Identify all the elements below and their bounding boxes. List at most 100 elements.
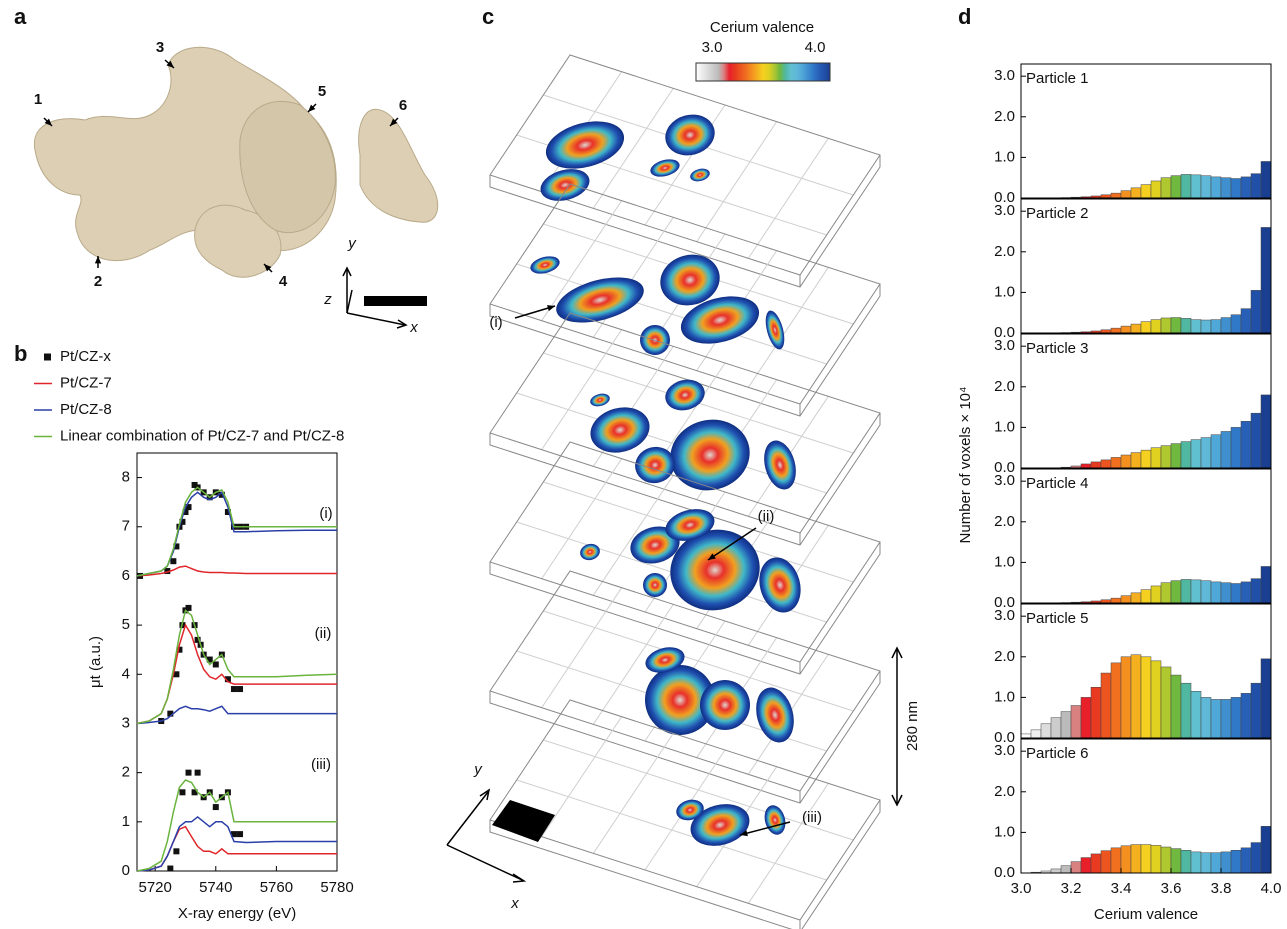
colorbar-tick-label: 3.0 (702, 39, 723, 56)
bar (1210, 699, 1222, 739)
callout-arrow-head (264, 264, 272, 272)
bar (1240, 581, 1252, 604)
bar (1200, 697, 1212, 739)
y-tick-label: 2.0 (994, 243, 1015, 260)
data-point (218, 491, 225, 498)
callout-label: (ii) (758, 508, 775, 525)
callout-arrow-head (166, 60, 174, 68)
data-point (173, 848, 180, 855)
plot-frame (1020, 333, 1272, 469)
data-point (173, 543, 180, 550)
bar (1140, 321, 1152, 334)
valence-map (676, 799, 704, 821)
data-point (224, 676, 231, 683)
bar (1220, 699, 1232, 739)
bar (1160, 846, 1172, 874)
y-tick-label: 3.0 (994, 337, 1015, 354)
bar (1180, 441, 1192, 469)
x-tick-label: 4.0 (1261, 880, 1282, 897)
y-tick-label: 2.0 (994, 648, 1015, 665)
bar (1190, 174, 1202, 199)
bar (1100, 672, 1112, 739)
bar (1170, 317, 1182, 334)
y-tick-label: 4 (122, 665, 130, 682)
bar (1060, 865, 1072, 874)
y-tick-label: 0.0 (994, 594, 1015, 611)
plot-frame (1020, 468, 1272, 604)
bar (1110, 192, 1122, 199)
y-tick-label: 1.0 (994, 553, 1015, 570)
bar (1130, 323, 1142, 334)
legend-label: Pt/CZ-x (60, 348, 111, 365)
slab-grid (516, 263, 827, 365)
callout-arrow-head (44, 118, 52, 126)
bar (1210, 434, 1222, 469)
slab-grid (516, 779, 827, 881)
bar (1180, 174, 1192, 199)
colorbar-title: Cerium valence (710, 19, 814, 36)
x-axis-label: X-ray energy (eV) (178, 905, 296, 922)
bar (1260, 161, 1272, 199)
bar (1190, 439, 1202, 469)
y-tick-label: 2.0 (994, 783, 1015, 800)
bar (1020, 733, 1032, 739)
bar (1110, 327, 1122, 334)
bar (1240, 847, 1252, 874)
bar (1180, 682, 1192, 739)
particle-label: 6 (399, 97, 407, 114)
y-tick-label: 0.0 (994, 324, 1015, 341)
data-point (194, 769, 201, 776)
y-tick-label: 2 (122, 764, 130, 781)
bar (1170, 443, 1182, 469)
slab-grid (747, 267, 829, 388)
particle-render (194, 204, 282, 278)
axis-arrows (446, 788, 527, 883)
axis-arrows (342, 266, 408, 329)
panel-title: Particle 5 (1026, 610, 1089, 627)
callout-arrow-head (708, 553, 716, 560)
slab-grid (747, 138, 829, 259)
bar (1210, 581, 1222, 604)
plot-frame (1020, 603, 1272, 739)
y-tick-label: 0.0 (994, 459, 1015, 476)
data-point (182, 509, 189, 516)
bar (1120, 595, 1132, 604)
bar (1160, 445, 1172, 469)
valence-map (645, 647, 685, 673)
callout-label: (i) (489, 314, 502, 331)
bar (1140, 656, 1152, 739)
bar (1250, 173, 1262, 199)
valence-map (590, 407, 650, 453)
bar (1080, 697, 1092, 739)
valence-map (630, 526, 680, 564)
y-tick-label: 3.0 (994, 607, 1015, 624)
y-tick-label: 1.0 (994, 688, 1015, 705)
bar (1100, 850, 1112, 874)
slab-grid (543, 610, 854, 712)
bar (1230, 178, 1242, 199)
data-point (230, 831, 237, 838)
bar (1120, 190, 1132, 199)
bar (1220, 582, 1232, 604)
data-point (191, 789, 198, 796)
bar (1140, 184, 1152, 199)
bar (1070, 861, 1082, 874)
valence-map (759, 557, 801, 613)
bar (1260, 826, 1272, 874)
valence-map (650, 159, 680, 177)
data-point (212, 804, 219, 811)
bar (1040, 723, 1052, 739)
bar (1050, 717, 1062, 739)
data-point (176, 646, 183, 653)
y-axis-label: Number of voxels × 10⁴ (957, 387, 974, 544)
valence-map (665, 379, 705, 411)
bar (1170, 674, 1182, 739)
bar (1200, 852, 1212, 874)
series-line (136, 491, 337, 872)
bar (1240, 176, 1252, 199)
bar (1180, 579, 1192, 604)
particle-label: 1 (34, 91, 42, 108)
y-tick-label: 3.0 (994, 202, 1015, 219)
y-tick-label: 0 (122, 862, 130, 879)
bar (1050, 868, 1062, 874)
